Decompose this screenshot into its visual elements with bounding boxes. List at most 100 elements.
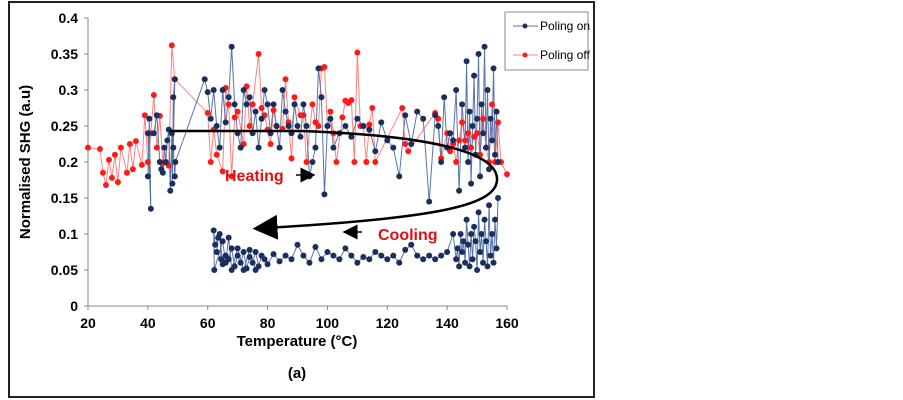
poling-on-cooling-point [213,249,220,255]
poling-on-cooling-point [354,259,361,266]
poling-off-point [348,97,355,104]
poling-off-point [351,159,358,165]
poling-on-cooling-point [454,245,461,252]
poling-off-point [225,101,232,108]
poling-off-point [123,169,130,176]
poling-on-heating-point [170,94,177,101]
cooling-label: Cooling [378,227,438,244]
poling-on-cooling-point [456,263,463,270]
legend-box [504,11,589,71]
poling-off-point [366,121,373,128]
poling-on-cooling-point [453,256,460,263]
poling-on-heating-point [300,101,307,108]
poling-on-cooling-point [210,227,217,234]
poling-off-point [453,159,460,165]
poling-on-cooling-point [306,259,313,266]
y-tick-label: 0.1 [59,226,79,242]
poling-on-heating-point [144,130,151,137]
poling-on-cooling-point [450,231,457,237]
poling-on-cooling-point [426,252,433,259]
poling-on-cooling-point [219,238,226,245]
poling-on-heating-point [318,94,325,101]
poling-on-cooling-point [478,231,485,237]
poling-on-heating-point [291,101,298,108]
poling-on-heating-point [441,94,448,101]
poling-on-cooling-point [222,259,229,266]
poling-off-point [129,166,136,173]
poling-on-cooling-point [300,252,307,259]
poling-off-point [246,123,253,129]
poling-on-cooling-point [246,254,253,261]
poling-on-cooling-point [276,258,283,265]
poling-off-point [219,168,226,175]
poling-on-heating-point [146,115,153,122]
poling-on-heating-point [201,76,208,83]
poling-off-point [282,76,289,83]
poling-on-heating-point [303,123,310,129]
poling-on-heating-point [312,144,319,151]
poling-on-cooling-point [378,252,385,259]
poling-on-heating-point [216,144,223,151]
heating-label: Heating [225,168,284,185]
poling-on-cooling-point [466,263,473,270]
poling-off-point [111,151,118,158]
poling-on-cooling-point [463,216,470,223]
poling-off-point [249,101,256,108]
poling-on-heating-point [285,123,292,129]
poling-on-heating-point [360,123,367,129]
poling-on-heating-point [156,159,163,165]
poling-on-cooling-point [324,249,331,255]
x-tick-label: 160 [495,315,519,331]
poling-off-point [213,151,220,158]
x-axis-label: Temperature (°C) [237,333,358,350]
poling-on-heating-point [489,137,496,144]
poling-off-point [288,155,295,162]
y-tick-label: 0.4 [59,10,79,26]
poling-on-cooling-point [402,246,409,253]
poling-off-point [150,92,157,99]
poling-on-heating-point [231,101,238,108]
poling-on-heating-point [402,112,409,119]
poling-on-heating-point [348,133,355,140]
poling-on-heating-point [384,137,391,144]
poling-on-cooling-point [234,245,241,252]
poling-on-cooling-point [472,238,479,245]
poling-on-heating-point [282,108,289,115]
poling-on-cooling-point [465,241,472,248]
poling-on-cooling-point [462,259,469,266]
poling-on-heating-point [246,94,253,101]
poling-on-heating-point [279,87,286,93]
poling-off-point [267,141,274,147]
poling-on-cooling-point [240,267,247,273]
y-tick-label: 0.35 [51,46,78,62]
poling-on-heating-point [390,144,397,151]
poling-on-heating-point [240,87,247,93]
poling-on-cooling-point [212,241,219,248]
legend-label-poling-off: Poling off [540,48,590,62]
poling-off-point [204,110,211,117]
poling-on-cooling-point [240,249,247,255]
poling-off-point [402,141,409,147]
poling-on-heating-point [453,87,460,93]
poling-on-heating-point [408,141,415,147]
poling-on-cooling-point [288,256,295,263]
annotation-arrows [170,129,499,240]
poling-off-line [87,45,508,186]
poling-on-cooling-point [459,249,466,255]
poling-on-cooling-point [468,231,475,237]
poling-off-point [459,119,466,126]
poling-on-heating-point [225,94,232,101]
poling-on-heating-point [396,173,403,180]
poling-on-cooling-point [477,249,484,255]
poling-off-point [480,115,487,122]
poling-on-cooling-point [211,267,218,273]
poling-on-heating-point [327,115,334,122]
poling-off-point [495,119,502,126]
poling-on-heating-point [372,148,379,155]
poling-off-point [99,169,106,176]
legend-marker-poling-on [522,23,528,29]
poling-on-cooling-point [486,202,493,209]
poling-on-heating-point [171,173,178,180]
poling-on-cooling-point [312,243,319,250]
poling-on-heating-point [474,115,481,122]
